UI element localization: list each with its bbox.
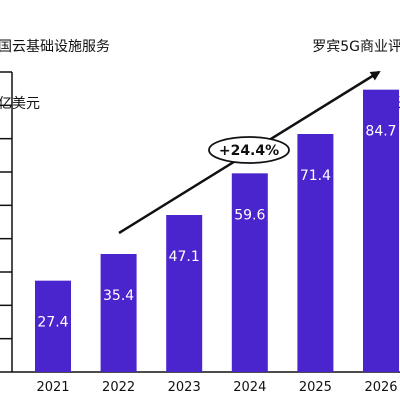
chart-title-left-line1: 国云基础设施服务 bbox=[0, 39, 110, 55]
x-tick-label: 2024 bbox=[233, 380, 266, 395]
cagr-label: +24.4% bbox=[219, 143, 279, 159]
bar bbox=[363, 89, 399, 373]
chart-title-left: 国云基础设施服务 亿美元 bbox=[0, 0, 110, 133]
bar-value-label: 84.7 bbox=[365, 124, 396, 140]
bar-value-label: 71.4 bbox=[300, 168, 331, 184]
bar-value-label: 27.4 bbox=[37, 315, 68, 331]
chart-title-left-line2: 亿美元 bbox=[0, 96, 40, 112]
x-tick-label: 2026 bbox=[364, 380, 397, 395]
bar bbox=[100, 254, 137, 372]
bar-value-label: 59.6 bbox=[234, 207, 265, 223]
bar bbox=[231, 173, 268, 372]
bar bbox=[166, 215, 203, 372]
chart-title-right-line1: 罗宾5G商业评 bbox=[312, 39, 400, 55]
bar bbox=[35, 280, 71, 372]
x-tick-label: 2023 bbox=[168, 380, 201, 395]
bar-value-label: 47.1 bbox=[169, 249, 200, 265]
cagr-ellipse bbox=[208, 136, 290, 164]
x-tick-label: 2022 bbox=[102, 380, 135, 395]
x-tick-label: 2021 bbox=[36, 380, 69, 395]
bar bbox=[297, 134, 334, 372]
x-tick-label: 2025 bbox=[299, 380, 332, 395]
bar-value-label: 35.4 bbox=[103, 288, 134, 304]
